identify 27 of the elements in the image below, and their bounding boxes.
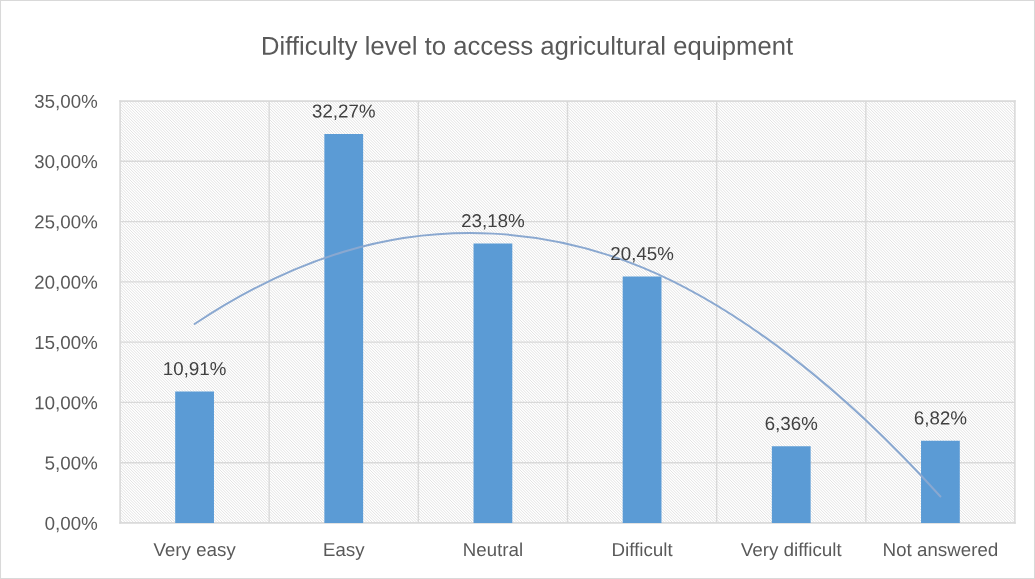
y-tick-label: 10,00% bbox=[35, 396, 98, 412]
x-tick-label: Not answered bbox=[884, 542, 998, 557]
y-tick-label: 15,00% bbox=[35, 335, 98, 352]
x-tick-label: Very easy bbox=[153, 543, 236, 560]
x-tick-label: Neutral bbox=[464, 542, 522, 557]
bar bbox=[622, 276, 662, 523]
y-tick-label: 30,00% bbox=[34, 154, 98, 171]
x-tick-label: Easy bbox=[324, 543, 365, 560]
data-label: 23,18% bbox=[462, 214, 525, 230]
y-tick-label: 20,00% bbox=[35, 275, 98, 292]
x-tick-label: Very difficult bbox=[740, 542, 842, 560]
data-label: 10,91% bbox=[164, 361, 226, 378]
bar bbox=[175, 391, 214, 523]
y-tick-label: 25,00% bbox=[35, 215, 98, 231]
bar bbox=[473, 243, 513, 523]
data-label: 32,27% bbox=[312, 104, 375, 120]
bar bbox=[771, 446, 811, 523]
chart-title: Difficulty level to access agricultural equipment bbox=[263, 36, 793, 60]
x-tick-label: Difficult bbox=[613, 542, 673, 557]
data-label: 6,82% bbox=[914, 411, 967, 427]
bar bbox=[921, 440, 960, 523]
data-label: 6,36% bbox=[765, 416, 818, 433]
y-tick-label: 35,00% bbox=[34, 94, 98, 111]
y-tick-label: 0,00% bbox=[45, 516, 98, 533]
y-tick-label: 5,00% bbox=[45, 456, 98, 472]
bar bbox=[324, 133, 364, 523]
data-label: 20,45% bbox=[611, 246, 674, 263]
